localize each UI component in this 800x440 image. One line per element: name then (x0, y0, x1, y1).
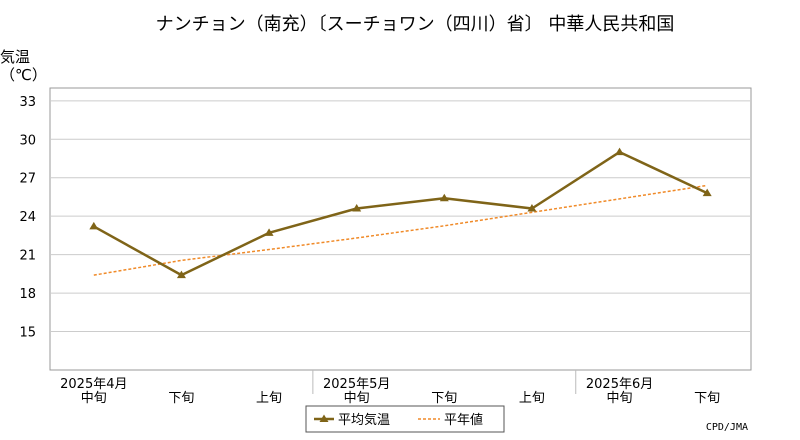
series-line-average (93, 150, 708, 277)
x-tick-label-6: 中旬 (607, 391, 633, 406)
x-tick-label-3: 中旬 (344, 391, 370, 406)
data-point-average-7 (702, 188, 712, 197)
plot-area (49, 87, 752, 371)
series-line-normal (93, 184, 708, 276)
x-tick-label-7: 下旬 (694, 391, 720, 406)
month-label-0: 2025年4月 (60, 377, 127, 392)
series-layer (89, 147, 712, 279)
y-axis-label-2: （℃） (0, 66, 47, 84)
y-tick-label-15: 15 (19, 326, 36, 341)
y-tick-label-18: 18 (19, 287, 36, 302)
data-point-average-4 (439, 193, 449, 202)
x-tick-labels: 中旬 下旬 上旬 中旬 下旬 上旬 中旬 下旬 2025年4月 2025年5月 2025年6月 (60, 370, 720, 406)
y-tick-labels: 15 18 21 24 27 30 33 (19, 95, 36, 341)
x-tick-label-1: 下旬 (168, 391, 194, 406)
y-tick-label-24: 24 (19, 210, 36, 225)
y-tick-label-27: 27 (19, 172, 36, 187)
y-tick-label-21: 21 (19, 249, 36, 264)
month-label-2: 2025年6月 (586, 377, 653, 392)
legend-label-normal: 平年値 (444, 412, 483, 428)
chart-title: ナンチョン（南充）〔スーチョワン（四川）省〕 中華人民共和国 (156, 14, 675, 35)
x-tick-label-0: 中旬 (81, 391, 107, 406)
data-point-average-1 (176, 270, 186, 279)
x-tick-label-5: 上旬 (519, 391, 545, 406)
y-axis-label-1: 気温 (0, 48, 30, 66)
data-point-average-5 (527, 203, 537, 212)
data-point-average-6 (615, 147, 625, 156)
data-point-average-2 (264, 228, 274, 236)
data-point-average-3 (352, 203, 362, 212)
y-tick-label-33: 33 (19, 95, 36, 110)
y-tick-label-30: 30 (19, 133, 36, 148)
data-point-average-0 (89, 221, 99, 230)
month-label-1: 2025年5月 (323, 377, 390, 392)
x-tick-label-4: 下旬 (431, 391, 457, 406)
grid-lines (50, 100, 751, 333)
credit-label: CPD/JMA (706, 422, 748, 433)
legend-box (305, 405, 505, 433)
legend: 平均気温 平年値 (305, 405, 505, 433)
legend-marker-average (319, 414, 329, 422)
x-tick-label-2: 上旬 (256, 391, 282, 406)
legend-label-average: 平均気温 (338, 412, 390, 428)
